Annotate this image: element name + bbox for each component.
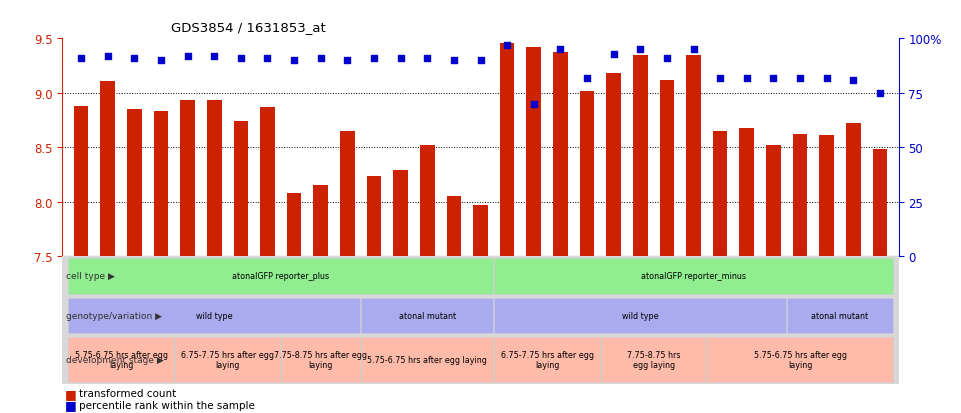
Point xyxy=(553,47,568,53)
Bar xyxy=(74,107,88,256)
Point xyxy=(313,55,329,62)
Text: atonal mutant: atonal mutant xyxy=(399,311,456,320)
Text: percentile rank within the sample: percentile rank within the sample xyxy=(79,400,255,410)
Bar xyxy=(554,53,568,256)
Point xyxy=(579,75,595,82)
Point xyxy=(259,55,275,62)
Text: 5.75-6.75 hrs after egg
laying: 5.75-6.75 hrs after egg laying xyxy=(753,350,847,369)
Bar xyxy=(127,110,141,256)
Point xyxy=(339,58,355,64)
Point xyxy=(526,101,541,108)
Bar xyxy=(500,44,514,256)
Bar xyxy=(494,298,786,333)
Point xyxy=(154,58,169,64)
Bar xyxy=(100,82,115,256)
Point xyxy=(100,53,115,60)
Point xyxy=(659,55,675,62)
Point xyxy=(366,55,382,62)
Point xyxy=(207,53,222,60)
Bar xyxy=(286,193,302,256)
Bar xyxy=(68,298,360,333)
Point xyxy=(473,58,488,64)
Bar xyxy=(787,298,893,333)
Point xyxy=(393,55,408,62)
Text: genotype/variation ▶: genotype/variation ▶ xyxy=(66,311,162,320)
Bar xyxy=(361,298,493,333)
Text: 5.75-6.75 hrs after egg laying: 5.75-6.75 hrs after egg laying xyxy=(367,355,487,364)
Bar xyxy=(494,259,893,294)
Point xyxy=(73,55,88,62)
Text: 6.75-7.75 hrs after egg
laying: 6.75-7.75 hrs after egg laying xyxy=(501,350,594,369)
Bar xyxy=(207,101,222,256)
Point xyxy=(606,51,622,58)
Point xyxy=(792,75,807,82)
Text: development stage ▶: development stage ▶ xyxy=(66,355,164,364)
Text: atonal mutant: atonal mutant xyxy=(811,311,869,320)
Text: transformed count: transformed count xyxy=(79,388,176,398)
Bar xyxy=(154,112,168,256)
Bar xyxy=(234,122,248,256)
Bar xyxy=(606,74,621,256)
Bar xyxy=(175,338,281,382)
Bar xyxy=(766,146,780,256)
Point xyxy=(180,53,195,60)
Point xyxy=(712,75,727,82)
Text: 7.75-8.75 hrs
egg laying: 7.75-8.75 hrs egg laying xyxy=(627,350,680,369)
Text: wild type: wild type xyxy=(196,311,233,320)
Text: 5.75-6.75 hrs after egg
laying: 5.75-6.75 hrs after egg laying xyxy=(75,350,167,369)
Bar xyxy=(282,338,360,382)
Bar xyxy=(361,338,493,382)
Point xyxy=(686,47,702,53)
Bar xyxy=(739,128,754,256)
Bar xyxy=(820,136,834,256)
Point xyxy=(846,77,861,84)
Bar xyxy=(367,176,382,256)
Bar xyxy=(579,91,594,256)
Bar xyxy=(846,124,861,256)
Text: wild type: wild type xyxy=(622,311,658,320)
Bar xyxy=(340,132,355,256)
Point xyxy=(286,58,302,64)
Point xyxy=(766,75,781,82)
Point xyxy=(234,55,249,62)
Point xyxy=(739,75,754,82)
Point xyxy=(127,55,142,62)
Bar xyxy=(181,101,195,256)
Bar xyxy=(601,338,706,382)
Bar xyxy=(68,259,493,294)
Text: ■: ■ xyxy=(64,398,76,411)
Point xyxy=(446,58,461,64)
Bar xyxy=(527,48,541,256)
Point xyxy=(873,90,888,97)
Bar xyxy=(420,146,434,256)
Point xyxy=(819,75,834,82)
Text: cell type ▶: cell type ▶ xyxy=(66,272,115,281)
Bar xyxy=(713,132,727,256)
Text: atonalGFP reporter_minus: atonalGFP reporter_minus xyxy=(641,272,746,281)
Bar xyxy=(659,81,675,256)
Bar xyxy=(686,55,701,256)
Bar xyxy=(447,197,461,256)
Bar xyxy=(873,150,887,256)
Bar xyxy=(313,186,328,256)
Bar xyxy=(707,338,893,382)
Text: 7.75-8.75 hrs after egg
laying: 7.75-8.75 hrs after egg laying xyxy=(274,350,367,369)
Text: 6.75-7.75 hrs after egg
laying: 6.75-7.75 hrs after egg laying xyxy=(181,350,274,369)
Bar xyxy=(68,338,174,382)
Text: GDS3854 / 1631853_at: GDS3854 / 1631853_at xyxy=(171,21,326,34)
Point xyxy=(500,43,515,49)
Bar xyxy=(260,108,275,256)
Point xyxy=(632,47,648,53)
Bar xyxy=(633,55,648,256)
Text: atonalGFP reporter_plus: atonalGFP reporter_plus xyxy=(233,272,330,281)
Point xyxy=(420,55,435,62)
Bar xyxy=(393,171,407,256)
Text: ■: ■ xyxy=(64,387,76,400)
Bar xyxy=(494,338,600,382)
Bar xyxy=(793,135,807,256)
Bar xyxy=(473,205,488,256)
